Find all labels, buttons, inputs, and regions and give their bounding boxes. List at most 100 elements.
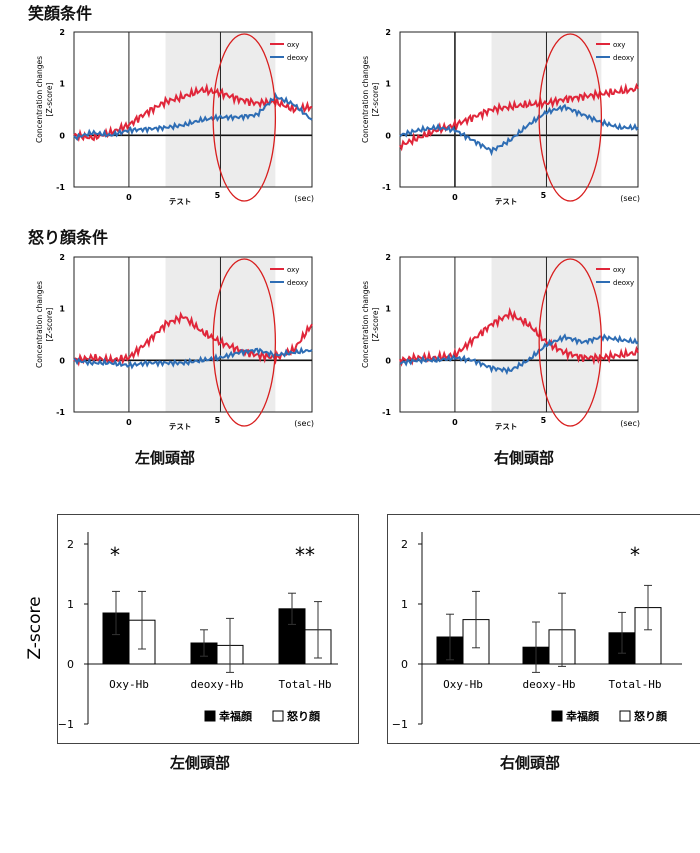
y-tick-label: -1 bbox=[56, 408, 65, 417]
y-tick-label: 2 bbox=[385, 28, 391, 37]
x-axis-unit: (sec) bbox=[294, 419, 314, 428]
legend-label-oxy: oxy bbox=[613, 266, 625, 274]
line-chart-anger-left: 2 1 0 -1 0 5 テスト (sec) Concentration changes [Z-s… bbox=[35, 253, 314, 431]
legend-label-deoxy: deoxy bbox=[613, 54, 634, 62]
y-tick-label: 2 bbox=[59, 253, 65, 262]
x-axis-unit: (sec) bbox=[294, 194, 314, 203]
series-line-deoxy bbox=[73, 346, 313, 370]
plot-frame bbox=[399, 31, 639, 188]
y-axis-label-line2: [Z-score] bbox=[371, 83, 380, 117]
category-label: Oxy-Hb bbox=[109, 678, 149, 691]
y-tick-label: -1 bbox=[382, 183, 391, 192]
legend-label-oxy: oxy bbox=[613, 41, 625, 49]
y-tick-label: -1 bbox=[56, 183, 65, 192]
test-period-label: テスト bbox=[495, 422, 518, 431]
region-label-left-top: 左側頭部 bbox=[135, 449, 196, 467]
y-tick-label: 2 bbox=[59, 28, 65, 37]
y-tick-label: 1 bbox=[67, 598, 74, 611]
legend-swatch-angry bbox=[272, 710, 284, 722]
series-line-deoxy bbox=[399, 103, 639, 157]
series-line-oxy bbox=[399, 82, 639, 152]
y-axis-label-line1: Concentration changes bbox=[361, 56, 370, 143]
legend-label-happy: 幸福顔 bbox=[566, 709, 600, 723]
line-chart-anger-right: 2 1 0 -1 0 5 テスト (sec) Concentration changes [Z-s… bbox=[361, 253, 640, 431]
y-tick-label: −1 bbox=[58, 718, 74, 731]
x-tick-label: 0 bbox=[126, 193, 132, 202]
x-axis-unit: (sec) bbox=[620, 194, 640, 203]
category-label: deoxy-Hb bbox=[191, 678, 244, 691]
series-line-deoxy bbox=[399, 333, 639, 376]
plot-frame bbox=[73, 256, 313, 413]
legend-label-angry: 怒り顔 bbox=[287, 709, 321, 723]
y-tick-label: 1 bbox=[385, 80, 391, 89]
x-tick-label: 5 bbox=[541, 416, 547, 425]
significance-marker: ** bbox=[295, 543, 315, 567]
y-tick-label: 0 bbox=[67, 658, 74, 671]
smile-condition-heading: 笑顔条件 bbox=[28, 4, 93, 23]
x-axis-unit: (sec) bbox=[620, 419, 640, 428]
significance-marker: * bbox=[110, 543, 120, 567]
x-tick-label: 5 bbox=[215, 416, 221, 425]
category-label: deoxy-Hb bbox=[523, 678, 576, 691]
bar-chart-left: 2 1 0 −1 Z-score Oxy-Hb * deoxy-Hb Total-Hb ** 幸福顔… bbox=[25, 532, 338, 731]
test-period-label: テスト bbox=[169, 422, 192, 431]
line-chart-smile-right: 2 1 0 -1 0 5 テスト (sec) Concentration changes [Z-s… bbox=[361, 28, 640, 206]
highlight-ellipse bbox=[538, 33, 603, 202]
y-axis-label-line1: Concentration changes bbox=[35, 281, 44, 368]
legend-label-angry: 怒り顔 bbox=[634, 709, 668, 723]
highlight-ellipse bbox=[212, 258, 277, 427]
test-period-label: テスト bbox=[495, 197, 518, 206]
y-tick-label: 0 bbox=[59, 356, 65, 365]
y-axis-label: Concentration changes [Z-score] bbox=[35, 281, 54, 368]
y-tick-label: 0 bbox=[385, 356, 391, 365]
legend-swatch-happy bbox=[204, 710, 216, 722]
anger-condition-heading: 怒り顔条件 bbox=[28, 228, 109, 247]
y-tick-label: 2 bbox=[385, 253, 391, 262]
y-axis-label: Concentration changes [Z-score] bbox=[361, 281, 380, 368]
x-tick-label: 5 bbox=[541, 191, 547, 200]
legend-label-deoxy: deoxy bbox=[287, 279, 308, 287]
y-axis-label-line1: Concentration changes bbox=[35, 56, 44, 143]
y-tick-label: −1 bbox=[392, 718, 408, 731]
x-tick-label: 0 bbox=[126, 418, 132, 427]
y-tick-label: 1 bbox=[401, 598, 408, 611]
region-label-right-bottom: 右側頭部 bbox=[500, 754, 561, 772]
plot-frame bbox=[399, 256, 639, 413]
legend-swatch-happy bbox=[551, 710, 563, 722]
y-tick-label: 2 bbox=[67, 538, 74, 551]
x-tick-label: 5 bbox=[215, 191, 221, 200]
y-tick-label: 1 bbox=[59, 305, 65, 314]
plot-frame bbox=[73, 31, 313, 188]
category-label: Oxy-Hb bbox=[443, 678, 483, 691]
y-axis-label-line2: [Z-score] bbox=[371, 308, 380, 342]
line-chart-smile-left: 2 1 0 -1 0 5 テスト (sec) Concentration changes [Z-s… bbox=[35, 28, 314, 206]
legend-label-deoxy: deoxy bbox=[287, 54, 308, 62]
y-tick-label: 0 bbox=[401, 658, 408, 671]
bar-chart-left-frame bbox=[57, 514, 359, 744]
y-tick-label: 1 bbox=[59, 80, 65, 89]
y-tick-label: 0 bbox=[385, 131, 391, 140]
test-period-label: テスト bbox=[169, 197, 192, 206]
category-label: Total-Hb bbox=[609, 678, 662, 691]
highlight-ellipse bbox=[538, 258, 603, 427]
y-axis-label-line1: Concentration changes bbox=[361, 281, 370, 368]
bar-chart-right: 2 1 0 −1 Oxy-Hb deoxy-Hb Total-Hb * 幸福顔 怒り顔 bbox=[392, 532, 682, 731]
bar-chart-right-frame bbox=[387, 514, 700, 744]
y-axis-label: Concentration changes [Z-score] bbox=[361, 56, 380, 143]
legend-label-happy: 幸福顔 bbox=[219, 709, 253, 723]
region-label-right-top: 右側頭部 bbox=[494, 449, 555, 467]
highlight-ellipse bbox=[212, 33, 277, 202]
x-tick-label: 0 bbox=[452, 193, 458, 202]
y-tick-label: 2 bbox=[401, 538, 408, 551]
y-axis-label-line2: [Z-score] bbox=[45, 308, 54, 342]
series-line-oxy bbox=[399, 306, 639, 367]
significance-marker: * bbox=[630, 543, 640, 567]
legend-label-deoxy: deoxy bbox=[613, 279, 634, 287]
y-axis-label: Concentration changes [Z-score] bbox=[35, 56, 54, 143]
x-tick-label: 0 bbox=[452, 418, 458, 427]
y-tick-label: -1 bbox=[382, 408, 391, 417]
y-axis-label-line2: [Z-score] bbox=[45, 83, 54, 117]
legend-label-oxy: oxy bbox=[287, 41, 299, 49]
region-label-left-bottom: 左側頭部 bbox=[170, 754, 231, 772]
y-tick-label: 1 bbox=[385, 305, 391, 314]
